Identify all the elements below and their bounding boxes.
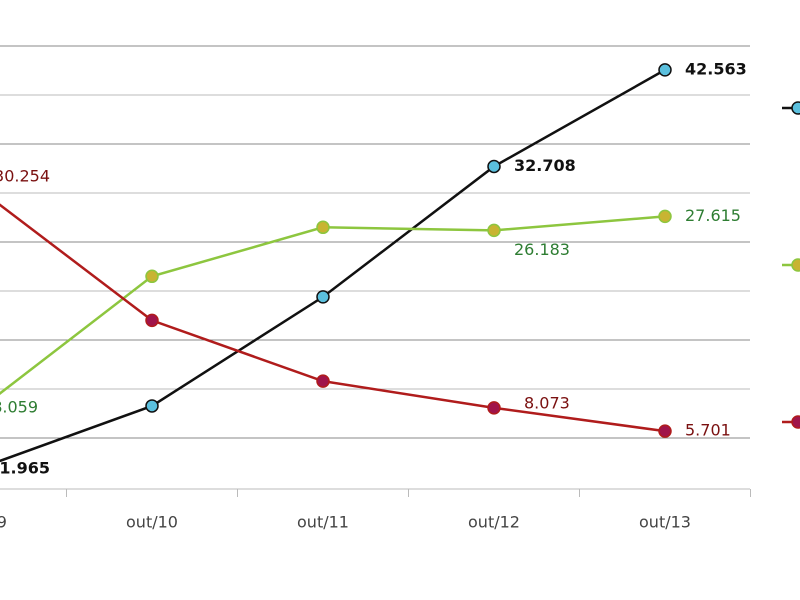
data-label: 27.615 xyxy=(685,206,741,225)
data-label: 8.073 xyxy=(524,393,570,412)
data-label: 1.965 xyxy=(0,459,50,478)
point xyxy=(487,159,501,174)
point xyxy=(316,290,330,304)
legend-marker xyxy=(791,415,800,429)
point xyxy=(316,374,330,388)
point xyxy=(658,424,672,438)
point xyxy=(658,209,672,224)
point xyxy=(487,401,501,415)
x-tick-label: out/13 xyxy=(639,513,691,532)
point xyxy=(658,63,672,77)
point xyxy=(487,223,501,238)
point xyxy=(145,313,159,328)
data-label: 5.701 xyxy=(685,421,731,440)
x-tick-label: out/09 xyxy=(0,513,7,532)
legend-marker xyxy=(791,258,800,272)
x-tick-label: out/12 xyxy=(468,513,520,532)
x-tick-label: out/11 xyxy=(297,513,349,532)
point xyxy=(145,269,159,284)
data-label: 32.708 xyxy=(514,156,576,175)
data-label: 42.563 xyxy=(685,59,747,78)
data-label: 8.059 xyxy=(0,398,38,417)
point xyxy=(145,399,159,413)
data-label: 30.254 xyxy=(0,167,50,186)
legend-marker xyxy=(791,101,800,115)
data-label: 26.183 xyxy=(514,240,570,259)
point xyxy=(316,220,330,235)
x-tick-label: out/10 xyxy=(126,513,178,532)
